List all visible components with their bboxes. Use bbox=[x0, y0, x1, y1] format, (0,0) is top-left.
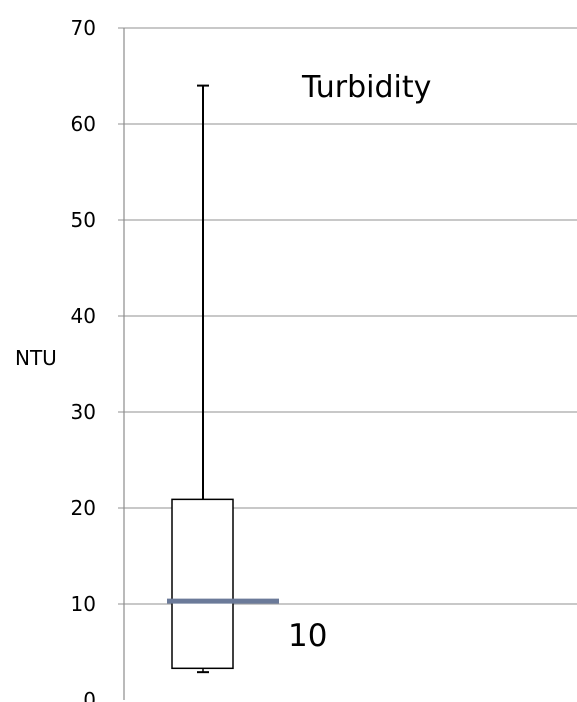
y-tick-label-40: 40 bbox=[71, 304, 96, 328]
y-tick-label-70: 70 bbox=[71, 16, 96, 40]
y-axis-title: NTU bbox=[15, 346, 57, 370]
y-tick-label-20: 20 bbox=[71, 496, 96, 520]
chart-title: Turbidity bbox=[301, 70, 431, 105]
y-tick-label-10: 10 bbox=[71, 592, 96, 616]
y-tick-label-60: 60 bbox=[71, 112, 96, 136]
box-plot bbox=[171, 84, 234, 674]
y-tick-label-0: 0 bbox=[83, 688, 96, 702]
y-tick-label-30: 30 bbox=[71, 400, 96, 424]
y-tick-label-50: 50 bbox=[71, 208, 96, 232]
reference-line-label: 10 bbox=[288, 618, 327, 654]
y-tick-labels: 0 10 20 30 40 50 60 70 bbox=[71, 16, 96, 702]
interquartile-box bbox=[171, 498, 234, 670]
